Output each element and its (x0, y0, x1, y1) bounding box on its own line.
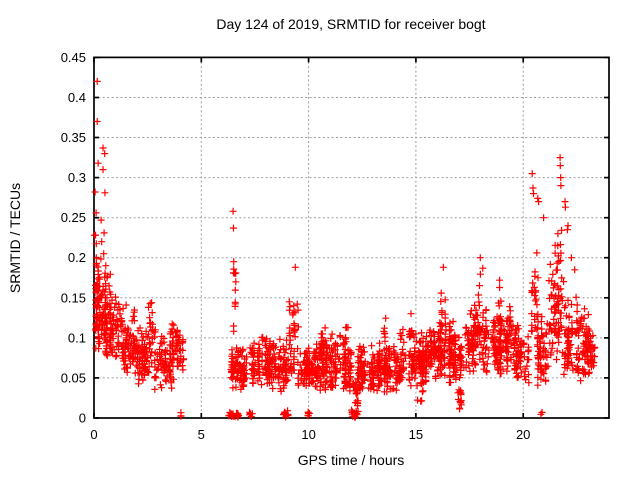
x-tick-label: 5 (198, 427, 205, 442)
y-tick-label: 0.35 (61, 130, 86, 145)
x-tick-label: 0 (90, 427, 97, 442)
y-tick-label: 0.25 (61, 210, 86, 225)
y-tick-label: 0.15 (61, 290, 86, 305)
y-tick-label: 0.1 (68, 330, 86, 345)
y-axis-label: SRMTID / TECUs (7, 183, 23, 293)
y-tick-label: 0.3 (68, 170, 86, 185)
y-tick-label: 0.05 (61, 370, 86, 385)
chart-title: Day 124 of 2019, SRMTID for receiver bog… (216, 16, 485, 32)
y-tick-label: 0 (79, 411, 86, 426)
y-tick-label: 0.45 (61, 50, 86, 65)
x-tick-label: 10 (301, 427, 315, 442)
x-axis-label: GPS time / hours (298, 452, 405, 468)
y-tick-label: 0.2 (68, 250, 86, 265)
tick-labels: 0 5 10 15 20 0 0.05 0.1 0.15 0.2 0.25 0.3 0.35 0.4 0.4… (61, 50, 531, 442)
x-tick-label: 15 (409, 427, 423, 442)
scatter-points (90, 77, 599, 421)
x-tick-label: 20 (516, 427, 530, 442)
y-tick-label: 0.4 (68, 90, 86, 105)
